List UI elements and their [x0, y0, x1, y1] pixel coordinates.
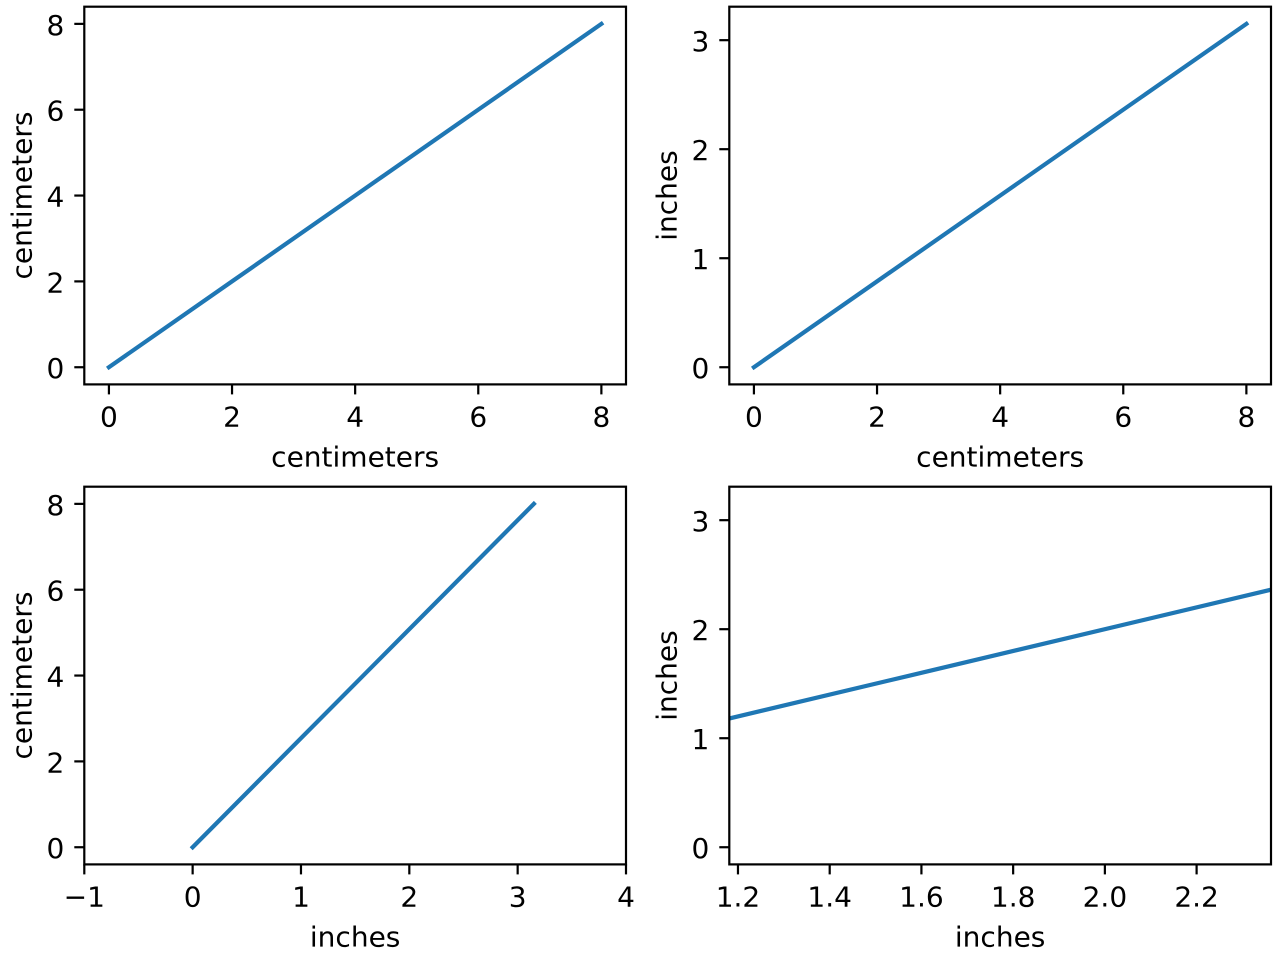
x-axis-label-inches-vs-inches: inches [955, 920, 1045, 953]
y-tick-label: 3 [691, 25, 709, 58]
subplot-inches-vs-inches: 1.2 1.4 1.6 1.8 2.0 2.2 0 1 2 3 inches inches [650, 485, 1273, 953]
y-tick-label: 1 [691, 723, 709, 756]
x-tick-label: 0 [100, 400, 118, 433]
y-tick-label: 8 [46, 489, 64, 522]
y-tick-label: 4 [46, 661, 64, 694]
y-tick-label: 1 [691, 243, 709, 276]
x-tick-label: 1 [292, 880, 310, 913]
x-tick-label: 3 [509, 880, 527, 913]
y-tick-label: 0 [46, 352, 64, 385]
x-tick-label: 0 [745, 400, 763, 433]
x-axis-label-cm-vs-cm: centimeters [271, 440, 439, 473]
axes-spines-cm-vs-cm [83, 5, 628, 386]
data-line-inches-vs-inches [729, 587, 1271, 721]
y-axis-label-inches-vs-cm: inches [650, 150, 683, 240]
x-tick-label: 4 [346, 400, 364, 433]
x-tick-label: 1.2 [716, 880, 761, 913]
x-tick-label: 1.8 [991, 880, 1036, 913]
x-tick-label: 4 [617, 880, 635, 913]
data-line-cm-vs-inches [189, 500, 537, 851]
subplot-inches-vs-cm: 0 2 4 6 8 0 1 2 3 centimeters inches [650, 5, 1273, 473]
y-axis-label-cm-vs-inches: centimeters [5, 592, 38, 760]
y-tick-label: 6 [46, 95, 64, 128]
y-tick-label: 3 [691, 505, 709, 538]
y-tick-label: 2 [691, 614, 709, 647]
x-tick-label: −1 [64, 880, 105, 913]
data-line-inches-vs-cm [750, 20, 1250, 371]
axes-spines-cm-vs-inches [83, 485, 628, 866]
plot-area-cm-vs-inches [84, 486, 627, 865]
x-tick-label: 6 [469, 400, 487, 433]
y-tick-label: 4 [46, 181, 64, 214]
axes-spines-inches-vs-inches [728, 485, 1273, 866]
x-tick-label: 4 [991, 400, 1009, 433]
y-tick-label: 0 [691, 832, 709, 865]
x-axis-label-inches-vs-cm: centimeters [916, 440, 1084, 473]
x-tick-label: 1.6 [899, 880, 944, 913]
x-tick-label: 2 [223, 400, 241, 433]
x-tick-label: 8 [1237, 400, 1255, 433]
y-tick-label: 2 [691, 134, 709, 167]
y-tick-label: 0 [46, 832, 64, 865]
x-tick-label: 2.2 [1174, 880, 1219, 913]
y-axis-label-cm-vs-cm: centimeters [5, 112, 38, 280]
x-tick-label: 8 [592, 400, 610, 433]
x-tick-label: 2 [868, 400, 886, 433]
plot-area-inches-vs-inches [729, 486, 1271, 865]
subplot-cm-vs-cm: 0 2 4 6 8 0 2 4 6 8 centimeters centimeters [5, 5, 628, 473]
y-tick-label: 2 [46, 266, 64, 299]
y-tick-label: 6 [46, 575, 64, 608]
x-tick-label: 0 [184, 880, 202, 913]
x-tick-label: 6 [1114, 400, 1132, 433]
x-tick-label: 2.0 [1083, 880, 1128, 913]
y-tick-label: 2 [46, 746, 64, 779]
y-tick-label: 0 [691, 352, 709, 385]
x-axis-label-cm-vs-inches: inches [310, 920, 400, 953]
y-tick-label: 8 [46, 9, 64, 42]
data-line-cm-vs-cm [105, 20, 605, 371]
x-tick-label: 1.4 [807, 880, 852, 913]
axes-spines-inches-vs-cm [728, 5, 1273, 386]
y-axis-label-inches-vs-inches: inches [650, 630, 683, 720]
x-tick-label: 2 [400, 880, 418, 913]
